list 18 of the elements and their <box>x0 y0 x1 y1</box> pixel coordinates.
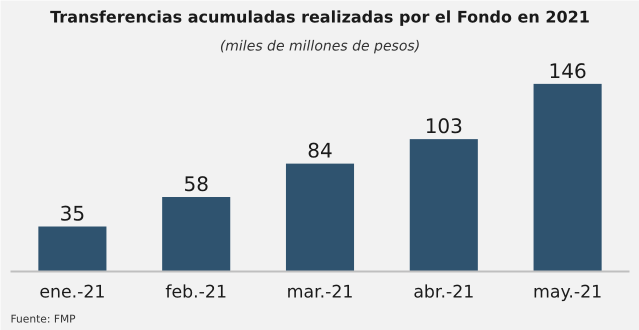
bar <box>162 196 230 272</box>
data-label: 103 <box>424 114 463 138</box>
x-tick-label: abr.-21 <box>413 282 474 302</box>
source-note: Fuente: FMP <box>10 312 76 326</box>
data-label: 84 <box>307 138 333 163</box>
x-tick-label: mar.-21 <box>286 282 354 302</box>
bar <box>534 84 602 272</box>
bar <box>286 164 354 272</box>
data-label: 58 <box>183 172 209 196</box>
bar <box>38 226 106 272</box>
chart-subtitle: (miles de millones de pesos) <box>220 38 420 54</box>
bar <box>410 139 478 272</box>
chart-title: Transferencias acumuladas realizadas por el Fondo en 2021 <box>50 8 590 26</box>
x-tick-label: may.-21 <box>533 282 602 302</box>
data-label: 35 <box>60 202 86 226</box>
x-tick-label: ene.-21 <box>39 282 106 302</box>
data-label: 146 <box>548 58 587 83</box>
x-tick-label: feb.-21 <box>165 282 227 302</box>
